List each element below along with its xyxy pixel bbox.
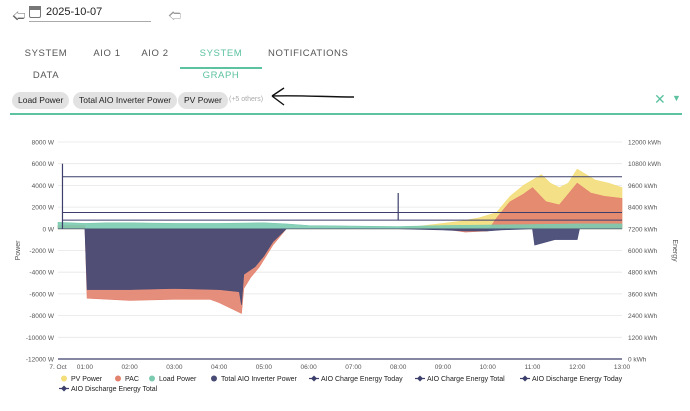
arrow-left-icon[interactable]: 🢠 [12,8,26,23]
y-tick-label: 8000 W [32,140,55,147]
y-tick-label: -10000 W [26,335,55,342]
legend-marker [522,375,528,382]
y-tick-label: -2000 W [29,248,54,255]
y2-tick-label: 1200 kWh [628,335,658,342]
x-tick-label: 02:00 [121,364,138,371]
x-tick-label: 05:00 [256,364,273,371]
series-selector[interactable]: Load Power Total AIO Inverter Power PV P… [0,88,690,114]
y-tick-label: -4000 W [29,270,54,277]
chip-total-aio-inverter-power[interactable]: Total AIO Inverter Power [73,92,178,109]
y2-tick-label: 4800 kWh [628,270,658,277]
y-axis-title: Power [15,240,22,261]
chart-reference-lines [61,163,622,229]
legend-item-pac[interactable]: PAC [125,376,139,383]
x-tick-label: 13:00 [614,364,631,371]
x-tick-label: 7. Oct [49,364,67,371]
y-tick-label: 2000 W [32,205,55,212]
x-tick-label: 12:00 [569,364,586,371]
chart-legend[interactable]: PV Power PAC Load Power Total AIO Inverter … [59,375,623,394]
y2-axis-ticks: 12000 kWh 10800 kWh 9600 kWh 8400 kWh 7200 k… [628,140,661,364]
chart-areas [57,168,623,314]
legend-item-pv-power[interactable]: PV Power [71,376,103,383]
y2-tick-label: 2400 kWh [628,313,658,320]
legend-item-aio-discharge-energy-total[interactable]: AIO Discharge Energy Total [71,386,158,393]
x-tick-label: 09:00 [435,364,452,371]
tab-aio-2[interactable]: AIO 2 [141,48,169,59]
legend-marker [211,375,217,382]
legend-marker [311,375,317,382]
x-tick-label: 04:00 [211,364,228,371]
x-tick-label: 10:00 [480,364,497,371]
date-field-underline [29,21,151,22]
y2-tick-label: 7200 kWh [628,226,658,233]
others-count: (+5 others) [229,96,264,103]
y-tick-label: -12000 W [26,357,55,364]
x-tick-label: 11:00 [525,364,541,371]
series-area-load-power [57,221,623,230]
y-tick-label: -6000 W [29,291,54,298]
y-tick-label: 4000 W [32,183,55,190]
x-axis-ticks: 7. Oct 01:00 02:00 03:00 04:00 05:00 06:00 07:0… [49,364,630,371]
tab-aio-1[interactable]: AIO 1 [93,48,121,59]
chip-pv-power[interactable]: PV Power [178,92,228,109]
legend-item-aio-charge-energy-total[interactable]: AIO Charge Energy Total [427,376,505,383]
legend-item-aio-discharge-energy-today[interactable]: AIO Discharge Energy Today [532,376,623,383]
x-tick-label: 01:00 [77,364,94,371]
y-tick-label: 0 W [42,226,54,233]
series-area-total-aio-inverter-power [58,228,622,305]
legend-item-aio-charge-energy-today[interactable]: AIO Charge Energy Today [321,376,403,383]
y2-tick-label: 9600 kWh [628,183,658,190]
x-tick-label: 07:00 [345,364,362,371]
date-field[interactable]: 2025-10-07 [46,6,103,18]
caret-down-icon[interactable]: ▼ [672,93,681,103]
arrow-right-icon[interactable]: 🢢 [168,8,182,23]
tab-system-data[interactable]: SYSTEM DATA [24,48,68,81]
chip-load-power[interactable]: Load Power [12,92,70,109]
y-axis-ticks: 8000 W 6000 W 4000 W 2000 W 0 W -2000 W -4000 … [26,140,55,364]
x-tick-label: 03:00 [166,364,183,371]
legend-marker [61,375,67,382]
tab-system-graph[interactable]: SYSTEM GRAPH [180,43,262,81]
y-tick-label: -8000 W [29,313,54,320]
calendar-icon[interactable] [29,6,41,18]
x-tick-label: 06:00 [301,364,318,371]
selector-underline [10,113,682,115]
y2-tick-label: 0 kWh [628,357,647,364]
legend-marker [149,375,155,382]
close-icon[interactable]: ✕ [654,91,666,107]
y2-axis-title: Energy [671,239,678,262]
tab-notifications[interactable]: NOTIFICATIONS [268,48,349,59]
legend-item-load-power[interactable]: Load Power [159,376,197,383]
system-graph-chart: 8000 W 6000 W 4000 W 2000 W 0 W -2000 W -4000 … [15,140,678,394]
legend-item-total-aio-inverter-power[interactable]: Total AIO Inverter Power [221,376,298,383]
annotation-arrow-icon [271,87,355,106]
tab-bar: SYSTEM DATA AIO 1 AIO 2 SYSTEM GRAPH NOT… [0,43,690,81]
y-tick-label: 6000 W [32,161,55,168]
y2-tick-label: 8400 kWh [628,205,658,212]
date-navigator: 🢠 2025-10-07 🢢 [0,0,690,30]
x-tick-label: 08:00 [390,364,407,371]
y2-tick-label: 12000 kWh [628,140,661,147]
y2-tick-label: 6000 kWh [628,248,658,255]
legend-marker [417,375,423,382]
legend-marker [61,385,67,392]
y2-tick-label: 10800 kWh [628,161,661,168]
y2-tick-label: 3600 kWh [628,291,658,298]
legend-marker [115,375,121,382]
